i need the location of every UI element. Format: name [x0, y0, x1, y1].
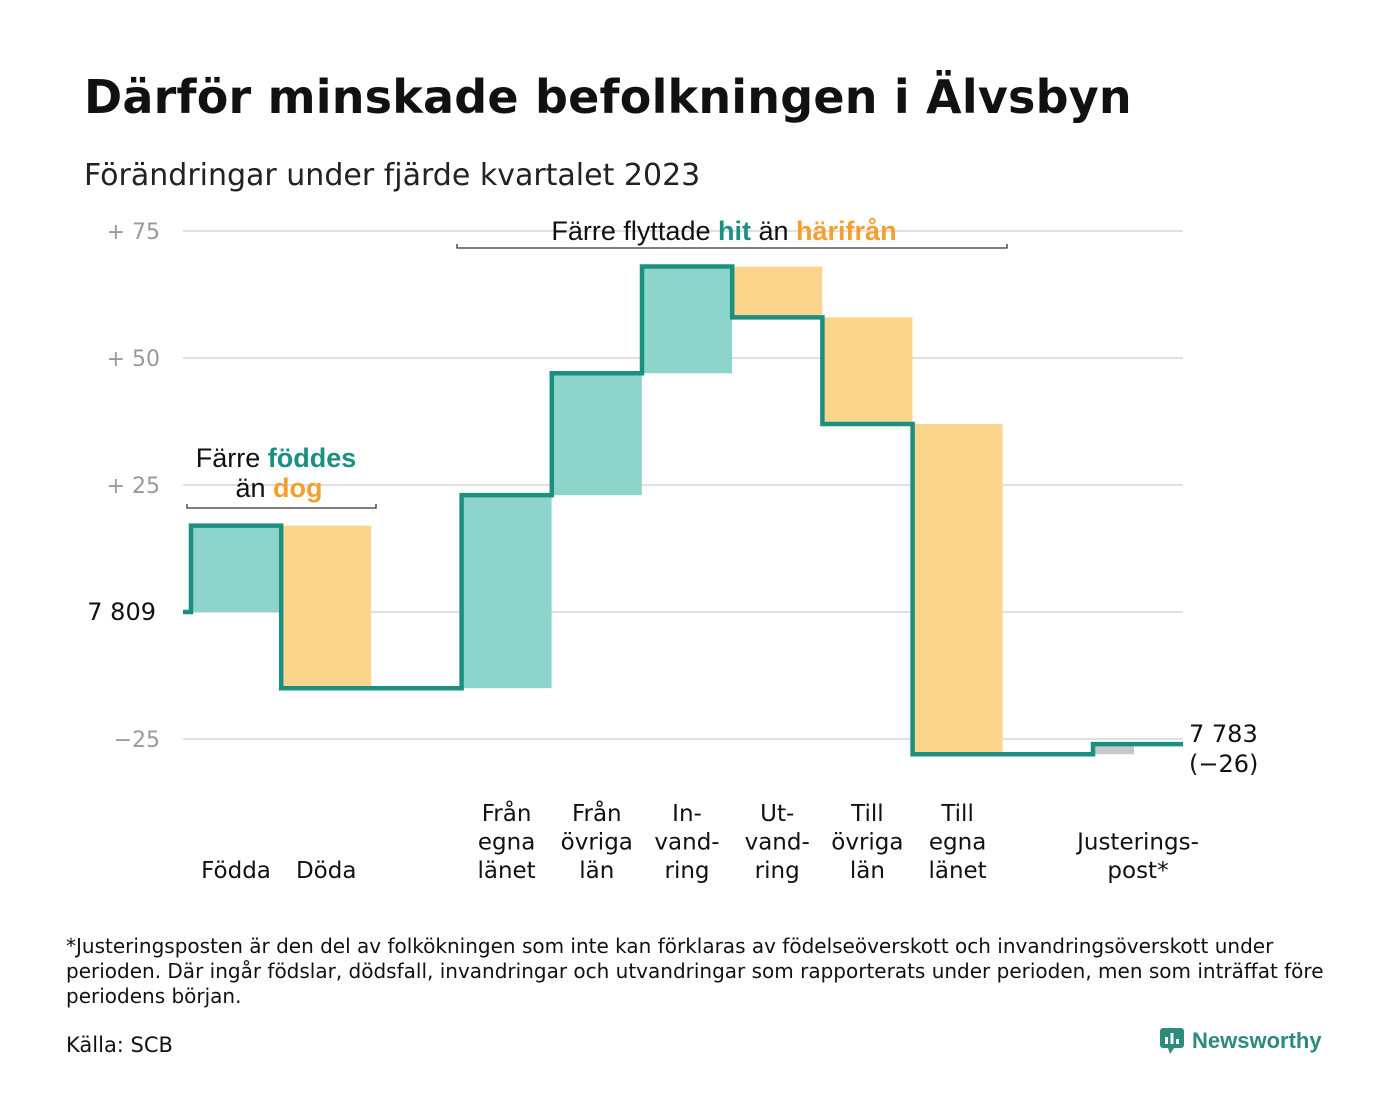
bar-ut-vand-ring	[732, 266, 823, 318]
annotation-moves: Färre flyttade hit än härifrån	[551, 216, 896, 246]
category-label-2-0: Från	[482, 799, 532, 827]
category-label-3-0: Från	[572, 799, 622, 827]
category-label-3-1: övriga	[561, 830, 633, 856]
category-label-2-1: egna	[478, 830, 535, 856]
bar-till-egna-länet	[912, 424, 1003, 755]
y-tick-label-3: −25	[114, 728, 160, 753]
category-label-4-2: ring	[664, 858, 709, 884]
footnote: *Justeringsposten är den del av folkökni…	[66, 934, 1324, 1008]
category-label-3-2: län	[579, 858, 614, 884]
category-label-6-1: övriga	[831, 830, 903, 856]
start-value-label: 7 809	[87, 598, 156, 626]
bar-från-övriga-län	[551, 373, 642, 496]
annotation-births-line2: än dog	[235, 473, 322, 503]
annotation-births-line1: Färre föddes	[196, 443, 357, 473]
annotation-births-line2-part-1: dog	[273, 473, 322, 503]
category-label-8-1: post*	[1107, 858, 1168, 884]
annotation-births-line1-part-0: Färre	[196, 443, 268, 473]
bar-från-egna-länet	[461, 495, 552, 689]
annotation-moves-part-0: Färre flyttade	[551, 216, 718, 246]
category-label-5-0: Ut-	[760, 801, 794, 827]
category-label-7-0: Till	[940, 801, 974, 827]
category-label-4-0: In-	[672, 801, 702, 827]
running-total-line	[183, 264, 1183, 757]
y-tick-label-1: + 50	[107, 347, 160, 372]
annotation-births-line1-part-1: föddes	[268, 443, 357, 473]
chart-title: Därför minskade befolkningen i Älvsbyn	[84, 70, 1132, 124]
category-label-5-1: vand-	[745, 830, 810, 856]
annotation-births-line2-part-0: än	[235, 473, 273, 503]
bar-till-övriga-län	[822, 317, 913, 425]
annotation-moves-part-2: än	[751, 216, 796, 246]
category-label-4-1: vand-	[654, 830, 719, 856]
chart-subtitle: Förändringar under fjärde kvartalet 2023	[84, 158, 701, 193]
y-tick-label-2: + 25	[107, 474, 160, 499]
annotation-births-bracket	[186, 504, 377, 509]
category-label-1-0: Döda	[296, 858, 356, 884]
brand-logo: Newsworthy	[1160, 1028, 1322, 1054]
bar-justerings-post-	[1094, 744, 1134, 755]
y-tick-label-0: + 75	[107, 220, 160, 245]
category-label-6-0: Till	[850, 801, 884, 827]
category-label-5-2: ring	[755, 858, 800, 884]
end-change-label: (−26)	[1189, 750, 1258, 778]
end-value-label: 7 783	[1189, 720, 1258, 748]
bar-in-vand-ring	[642, 266, 732, 374]
newsworthy-logo-icon	[1160, 1028, 1184, 1054]
bar-födda	[191, 525, 281, 612]
category-label-6-2: län	[850, 858, 885, 884]
category-label-2-2: länet	[477, 858, 535, 884]
annotation-moves-bracket	[456, 244, 1008, 249]
source-credit: Källa: SCB	[66, 1033, 173, 1057]
category-label-8-0: Justerings-	[1075, 830, 1199, 856]
bar-döda	[281, 525, 372, 689]
category-label-0-0: Födda	[201, 858, 271, 884]
brand-name: Newsworthy	[1192, 1028, 1322, 1053]
category-label-7-1: egna	[929, 830, 986, 856]
annotation-moves-part-1: hit	[718, 216, 751, 246]
annotation-moves-part-3: härifrån	[796, 216, 897, 246]
category-label-7-2: länet	[928, 858, 986, 884]
